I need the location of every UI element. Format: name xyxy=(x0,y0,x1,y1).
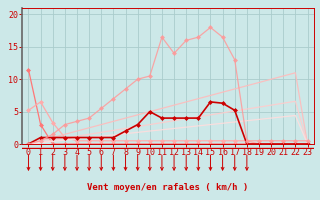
Text: Vent moyen/en rafales ( km/h ): Vent moyen/en rafales ( km/h ) xyxy=(87,184,249,192)
